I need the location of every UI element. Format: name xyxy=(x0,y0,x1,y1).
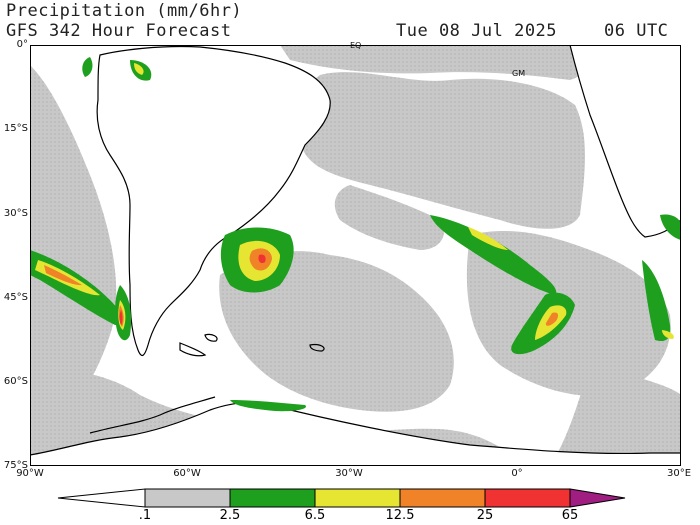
map-canvas xyxy=(30,45,681,466)
colorbar-segment-3 xyxy=(399,488,486,508)
colorbar-segment-0 xyxy=(144,488,231,508)
colorbar-label-3: 12.5 xyxy=(385,508,415,523)
lat-label-30s: 30°S xyxy=(3,208,28,219)
lat-label-45s: 45°S xyxy=(3,292,28,303)
valid-date: Tue 08 Jul 2025 xyxy=(396,21,558,41)
land-layer xyxy=(30,45,681,466)
colorbar-label-0: .1 xyxy=(138,508,152,523)
colorbar-segment-4 xyxy=(484,488,571,508)
precip-colorbar xyxy=(57,488,626,508)
africa-land xyxy=(569,45,681,238)
equator-label: EQ xyxy=(350,41,362,50)
valid-time: 06 UTC xyxy=(604,21,669,41)
greenwich-meridian-label: GM xyxy=(512,69,526,78)
lon-label-30e: 30°E xyxy=(666,468,692,479)
colorbar-label-1: 2.5 xyxy=(219,508,241,523)
lat-label-75s: 75°S xyxy=(3,460,28,471)
colorbar-label-4: 25 xyxy=(476,508,494,523)
colorbar-label-2: 6.5 xyxy=(304,508,326,523)
lon-label-30w: 30°W xyxy=(335,468,363,479)
lat-label-60s: 60°S xyxy=(3,376,28,387)
map-border xyxy=(30,45,681,466)
map-title: Precipitation (mm/6hr) xyxy=(6,1,243,21)
south-america-land xyxy=(96,45,331,357)
lat-label-0: 0° xyxy=(16,39,28,50)
colorbar-segment-2 xyxy=(314,488,401,508)
lat-label-15s: 15°S xyxy=(3,123,28,134)
extreme-precip-layer xyxy=(119,254,266,325)
colorbar-label-5: 65 xyxy=(561,508,579,523)
lon-label-60w: 60°W xyxy=(173,468,201,479)
islands-layer xyxy=(89,333,325,434)
lon-label-90w: 90°W xyxy=(16,468,44,479)
precipitation-map: 0° 15°S 30°S 45°S 60°S 75°S 90°W 60°W 30… xyxy=(4,39,691,479)
colorbar-min-triangle xyxy=(57,488,146,508)
lon-label-0: 0° xyxy=(511,468,523,479)
colorbar-segment-1 xyxy=(229,488,316,508)
map-subtitle: GFS 342 Hour Forecast xyxy=(6,21,232,41)
colorbar-max-triangle xyxy=(569,488,626,508)
